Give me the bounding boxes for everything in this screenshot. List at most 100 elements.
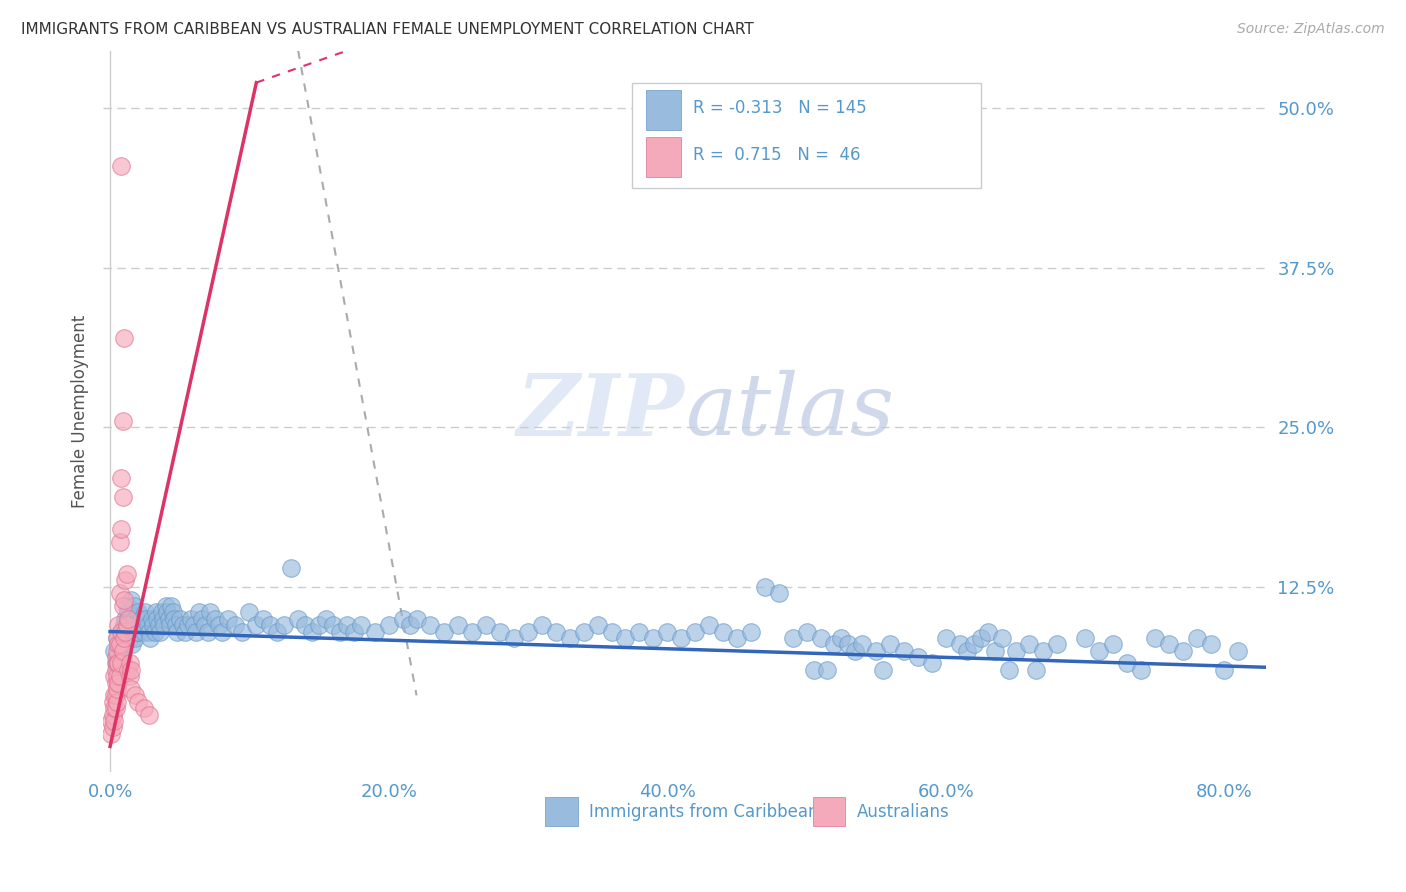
Point (120, 663, 142, 677)
Point (405, 612, 427, 626)
Point (136, 618, 159, 632)
Point (489, 624, 512, 639)
Point (252, 612, 274, 626)
Text: IMMIGRANTS FROM CARIBBEAN VS AUSTRALIAN FEMALE UNEMPLOYMENT CORRELATION CHART: IMMIGRANTS FROM CARIBBEAN VS AUSTRALIAN … (21, 22, 754, 37)
Point (983, 643, 1005, 657)
Point (851, 637, 873, 651)
Point (105, 657, 128, 671)
Point (112, 618, 135, 632)
Point (273, 618, 295, 632)
Point (949, 637, 972, 651)
Point (114, 574, 136, 588)
Point (110, 643, 132, 657)
Point (329, 624, 352, 639)
Point (149, 624, 172, 639)
Bar (647, 137, 682, 177)
Point (112, 637, 135, 651)
Point (1088, 643, 1111, 657)
Point (105, 631, 128, 645)
Point (177, 618, 200, 632)
Point (461, 624, 484, 639)
Point (138, 707, 160, 722)
Point (301, 624, 323, 639)
Bar (813, 797, 845, 826)
Point (108, 637, 131, 651)
Point (1032, 643, 1054, 657)
Point (204, 612, 226, 626)
Point (907, 650, 929, 665)
Point (336, 618, 359, 632)
Point (796, 624, 818, 639)
Point (194, 618, 217, 632)
Point (586, 618, 609, 632)
Point (921, 657, 943, 671)
Point (115, 599, 138, 613)
Point (127, 624, 149, 639)
Point (104, 650, 127, 665)
Point (1116, 657, 1139, 671)
Point (697, 618, 720, 632)
Point (156, 606, 179, 620)
Point (517, 624, 540, 639)
Point (935, 631, 957, 645)
Point (447, 618, 470, 632)
Text: R = -0.313   N = 145: R = -0.313 N = 145 (693, 99, 866, 118)
Point (163, 612, 186, 626)
Point (398, 618, 420, 632)
Bar (647, 90, 682, 130)
Point (419, 618, 441, 632)
Point (174, 624, 197, 639)
Point (1129, 663, 1152, 677)
Point (103, 643, 125, 657)
Point (103, 714, 125, 728)
Point (1157, 637, 1180, 651)
Point (350, 618, 373, 632)
Point (108, 637, 131, 651)
Point (120, 681, 142, 696)
Point (166, 624, 188, 639)
Point (844, 643, 866, 657)
Point (105, 681, 128, 696)
Point (503, 631, 526, 645)
Point (107, 663, 129, 677)
Point (218, 612, 240, 626)
Point (211, 624, 233, 639)
Point (1227, 643, 1250, 657)
Point (105, 695, 128, 709)
Point (1102, 637, 1125, 651)
Point (103, 669, 125, 683)
Point (782, 631, 804, 645)
Point (997, 663, 1019, 677)
Point (280, 560, 302, 574)
Point (837, 637, 859, 651)
Point (112, 592, 135, 607)
Point (110, 471, 132, 485)
Point (124, 612, 146, 626)
Point (990, 631, 1012, 645)
Point (118, 669, 141, 683)
Point (131, 618, 153, 632)
Point (121, 618, 143, 632)
Point (238, 606, 260, 620)
Text: Australians: Australians (856, 803, 949, 821)
Point (433, 624, 456, 639)
Point (169, 612, 191, 626)
Point (172, 618, 194, 632)
Point (183, 618, 205, 632)
Point (810, 631, 832, 645)
Point (112, 631, 135, 645)
Point (956, 643, 979, 657)
Point (105, 669, 128, 683)
Point (148, 618, 170, 632)
Point (963, 637, 986, 651)
Point (107, 637, 129, 651)
Point (111, 491, 134, 505)
Point (110, 657, 132, 671)
Point (970, 631, 993, 645)
Point (117, 663, 139, 677)
Point (1018, 637, 1040, 651)
Point (188, 606, 211, 620)
Point (817, 663, 839, 677)
Point (160, 599, 183, 613)
Point (111, 643, 134, 657)
